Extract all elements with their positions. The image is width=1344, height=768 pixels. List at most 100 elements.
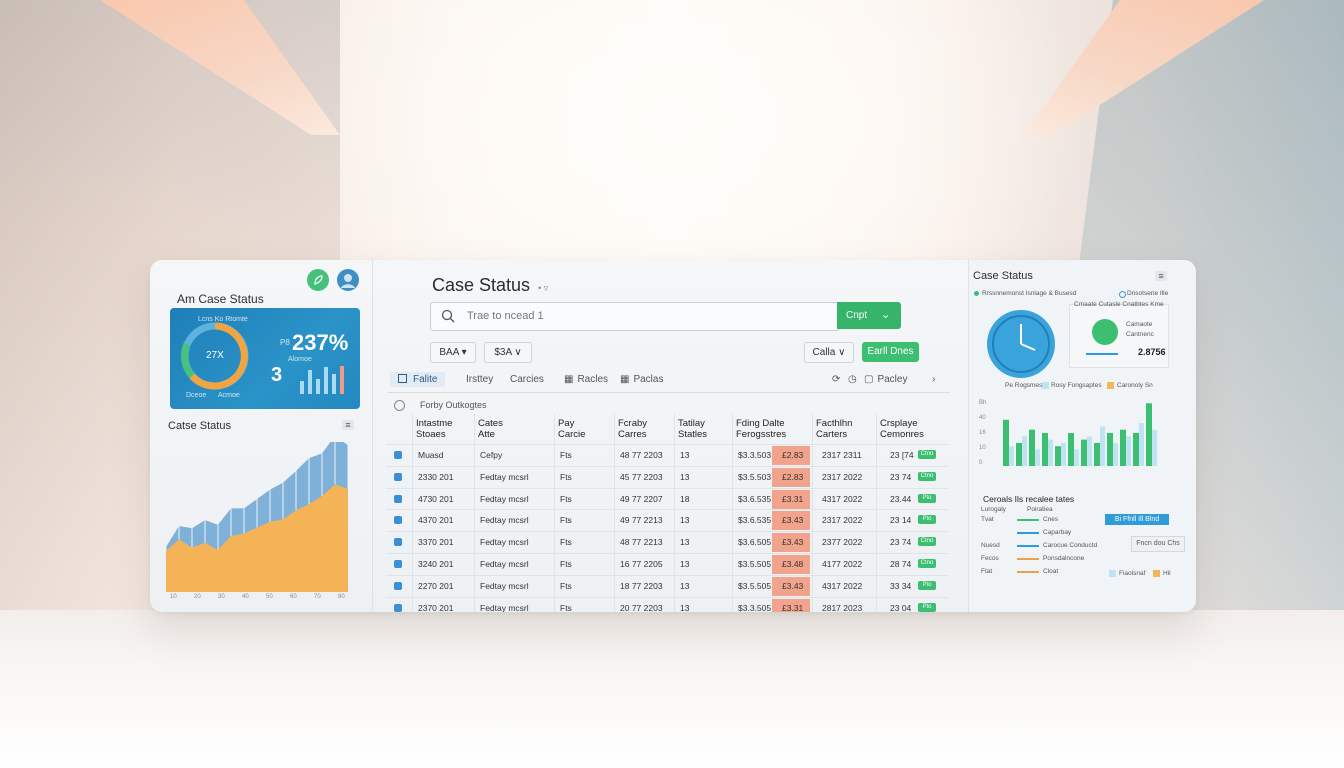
search-field[interactable]: Trae to ncead 1 <box>430 302 840 331</box>
row-checkbox[interactable] <box>394 538 402 547</box>
table-row[interactable]: 4730 201 Fedtay mcsrl Fts 49 77 2207 18 $3.6.… <box>386 487 948 510</box>
kpi-card[interactable]: Lcns Ko Rtomte 27X Dceoe Acmoe P8 237% A… <box>170 308 360 409</box>
filter-button[interactable]: Bi Ffnll Ill Blnd <box>1105 514 1169 525</box>
clock-icon[interactable]: ◷ <box>848 374 857 385</box>
tab-right-option[interactable]: ▢ Pacley <box>864 374 908 385</box>
title-dropdown: • ▿ <box>538 283 549 293</box>
legend-dot-blue <box>1119 291 1126 298</box>
table-cell: 28 74 <box>890 559 912 569</box>
table-row[interactable]: Muasd Cefpy Fts 48 77 2203 13 $3.3.503 £2.83 23… <box>386 444 948 466</box>
tab-active[interactable]: Falite <box>390 372 446 387</box>
filter-chip-2[interactable]: $3A ∨ <box>484 342 532 363</box>
metric-value: 2.8756 <box>1138 347 1166 357</box>
page-title: Case Status • ▿ <box>432 275 549 295</box>
primary-action-button[interactable]: Earll Dnes <box>862 342 919 362</box>
bar-light <box>1061 442 1066 466</box>
table-cell: 4317 2022 <box>822 580 863 591</box>
kpi-mini-bars <box>300 366 350 394</box>
right-menu-icon[interactable]: ≡ <box>1155 271 1167 281</box>
table-row[interactable]: 2270 201 Fedtay mcsrl Fts 18 77 2203 13 $3.5.… <box>386 574 948 597</box>
leaf-icon-button[interactable] <box>307 269 329 291</box>
area-series-orange <box>166 484 348 592</box>
status-badge: Pto <box>918 602 936 612</box>
bar-light <box>1035 449 1040 466</box>
chevron-down-icon: ⌄ <box>881 309 891 321</box>
column-header[interactable]: Facthlhn Carters <box>816 414 852 448</box>
refresh-icon[interactable]: ⟳ <box>832 374 841 385</box>
table-row[interactable]: 2330 201 Fedtay mcsrl Fts 45 77 2203 13 $3.5.… <box>386 465 948 488</box>
table-cell: 4317 2022 <box>822 493 863 504</box>
column-header-line: Statles <box>678 429 708 440</box>
bottom-legend-2: Hil <box>1163 570 1171 577</box>
column-header[interactable]: Fcraby Carres <box>618 414 647 448</box>
tab-4[interactable]: ▦ Racles <box>564 374 609 385</box>
status-badge: Ctno <box>918 537 936 547</box>
secondary-button[interactable]: Fncn dou Chs <box>1131 536 1185 552</box>
columns-dropdown[interactable]: Calla ∨ <box>804 342 854 363</box>
metric-card-top-label: Cmaate Cutasle Cnatbtes Kme <box>1074 301 1164 308</box>
chart-menu-icon[interactable]: ≡ <box>342 420 354 430</box>
column-header[interactable]: Cates Atte <box>478 414 503 448</box>
search-button[interactable]: Cnpt ⌄ <box>837 302 901 329</box>
list-item-label: Carocue Conductd <box>1043 542 1098 549</box>
search-icon <box>441 309 455 323</box>
column-header-line: Tatilay <box>678 418 705 429</box>
bottom-legend-swatch-2 <box>1153 570 1160 577</box>
area-chart-title: Catse Status <box>168 420 231 432</box>
table-cell: £3.31 <box>782 602 804 612</box>
info-icon <box>394 400 405 411</box>
row-checkbox[interactable] <box>394 516 402 525</box>
search-button-label: Cnpt <box>846 310 868 321</box>
column-header[interactable]: Tatilay Statles <box>678 414 707 448</box>
page-icon: ▢ <box>864 374 874 385</box>
table-cell: Fts <box>560 559 572 569</box>
table-cell: 23 74 <box>890 471 912 482</box>
table-cell: 4730 201 <box>418 493 454 504</box>
table-cell: 18 77 2203 <box>620 580 663 591</box>
metric-progress <box>1086 353 1118 355</box>
table-cell: 2370 201 <box>418 602 454 612</box>
table-row[interactable]: 3370 201 Fedtay mcsrl Fts 48 77 2213 13 $3.6.… <box>386 531 948 553</box>
tab-5[interactable]: ▦ Paclas <box>620 374 664 385</box>
table-cell: 4177 2022 <box>822 559 863 569</box>
row-checkbox[interactable] <box>394 494 402 503</box>
column-header[interactable]: Intastme Stoaes <box>416 414 452 448</box>
column-header[interactable]: Fding Dalte Ferogsstres <box>736 414 786 448</box>
tab-3[interactable]: Carcies <box>510 374 544 385</box>
list-item-label: Cloat <box>1043 568 1059 575</box>
x-tick: 30 <box>218 594 225 600</box>
table-row[interactable]: 2370 201 Fedtay mcsrl Fts 20 77 2203 13 $3.3.… <box>386 596 948 612</box>
column-header[interactable]: Crsplaye Cemonres <box>880 414 924 448</box>
x-tick: 20 <box>194 594 201 600</box>
list-item-left: Nuesd <box>981 542 1000 549</box>
row-checkbox[interactable] <box>394 603 402 612</box>
row-checkbox[interactable] <box>394 581 402 590</box>
kpi-bar <box>332 374 336 394</box>
filter-chip-1[interactable]: BAA ▾ <box>430 342 476 363</box>
bar-light <box>1126 436 1131 466</box>
column-header[interactable]: Pay Carcie <box>558 414 585 448</box>
table-row[interactable]: 4370 201 Fedtay mcsrl Fts 49 77 2213 13 $3.6.… <box>386 509 948 531</box>
chevron-right-icon[interactable]: › <box>932 374 936 385</box>
column-header-line: Carcie <box>558 429 586 440</box>
row-checkbox[interactable] <box>394 472 402 481</box>
row-checkbox[interactable] <box>394 451 402 459</box>
search-placeholder: Trae to ncead 1 <box>467 310 544 322</box>
list-item-bar <box>1017 545 1039 547</box>
table-cell: Fedtay mcsrl <box>480 471 529 482</box>
table-row[interactable]: 3240 201 Fedtay mcsrl Fts 16 77 2205 13 $3.5.… <box>386 553 948 575</box>
kpi-pct-sub: Alomoe <box>288 356 312 363</box>
list-item-left: Tvat <box>981 516 994 523</box>
tab-2[interactable]: Irsttey <box>466 374 494 385</box>
table-cell: 23 04 <box>890 602 912 612</box>
table-cell: 23 [74 <box>890 450 914 460</box>
highlight-cell <box>772 576 810 596</box>
status-badge: Ctno <box>918 471 936 481</box>
table-cell: 23 74 <box>890 537 912 548</box>
row-checkbox[interactable] <box>394 560 402 568</box>
column-header-line: Ferogsstres <box>736 429 787 440</box>
table-cell: 23 14 <box>890 515 912 526</box>
metric-card[interactable]: Cmaate Cutasle Cnatbtes Kme Camaote Cant… <box>1069 301 1169 368</box>
user-avatar[interactable] <box>337 269 359 291</box>
table-cell: 13 <box>680 515 690 526</box>
